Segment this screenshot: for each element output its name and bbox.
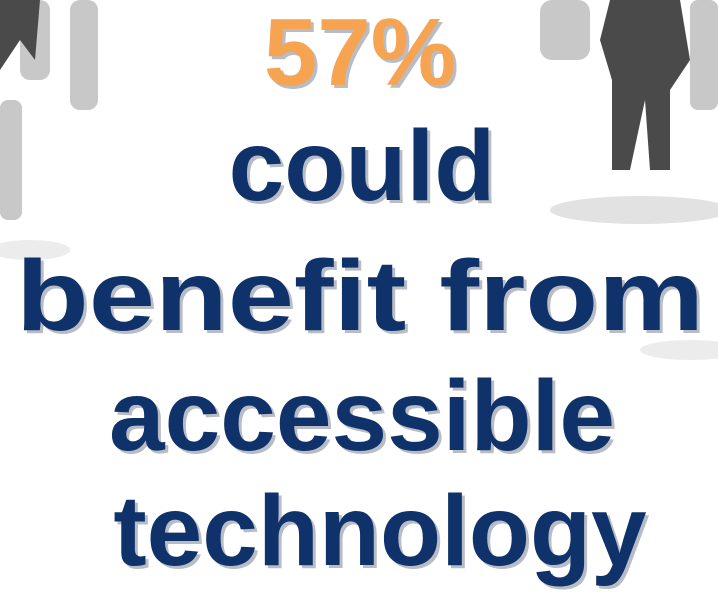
figure — [0, 0, 40, 70]
shadow — [0, 240, 70, 260]
shadow — [640, 340, 718, 360]
figure — [0, 100, 22, 220]
figure — [690, 0, 718, 110]
stat: 57% — [264, 0, 456, 106]
text-line: accessible — [109, 360, 615, 472]
shadow — [550, 196, 718, 224]
text-line: benefit from — [16, 240, 704, 352]
background-figures — [0, 0, 718, 360]
figure — [540, 0, 590, 60]
text-line: could — [229, 110, 496, 222]
figure — [600, 0, 690, 170]
text-line: technology — [113, 475, 647, 587]
figure — [70, 0, 98, 110]
